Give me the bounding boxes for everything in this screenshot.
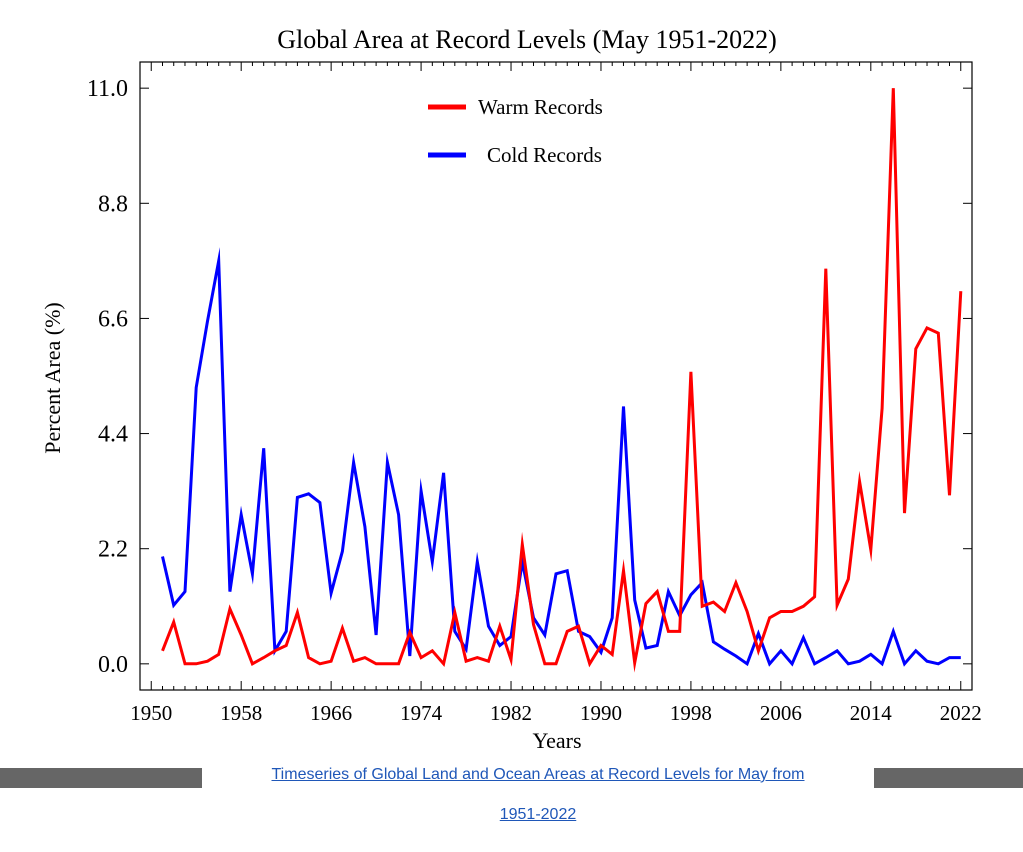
y-tick-label: 0.0 [98,652,128,678]
x-tick-label: 1982 [490,701,532,725]
y-axis-label: Percent Area (%) [40,302,65,453]
x-tick-label: 2022 [940,701,982,725]
chart-title: Global Area at Record Levels (May 1951-2… [277,25,777,54]
legend-label: Cold Records [487,143,602,167]
legend-label: Warm Records [478,95,603,119]
series-line-warm-records [161,88,963,673]
x-axis-label: Years [532,728,581,753]
x-tick-label: 2014 [850,701,893,725]
x-tick-label: 1974 [400,701,443,725]
y-tick-label: 11.0 [87,76,128,102]
y-tick-label: 2.2 [98,537,128,563]
caption-link-line1[interactable]: Timeseries of Global Land and Ocean Area… [271,766,805,783]
x-tick-label: 1958 [220,701,262,725]
x-tick-label: 2006 [760,701,802,725]
chart-svg: Global Area at Record Levels (May 1951-2… [40,25,982,753]
caption-divider-right [874,768,1023,788]
y-tick-label: 6.6 [98,306,128,332]
x-tick-label: 1950 [130,701,172,725]
y-tick-label: 4.4 [98,422,128,448]
y-tick-label: 8.8 [98,191,128,217]
x-tick-label: 1998 [670,701,712,725]
caption-link-line2[interactable]: 1951-2022 [499,806,577,823]
series-line-cold-records [161,247,961,667]
caption-divider-left [0,768,202,788]
x-tick-label: 1990 [580,701,622,725]
x-tick-label: 1966 [310,701,352,725]
